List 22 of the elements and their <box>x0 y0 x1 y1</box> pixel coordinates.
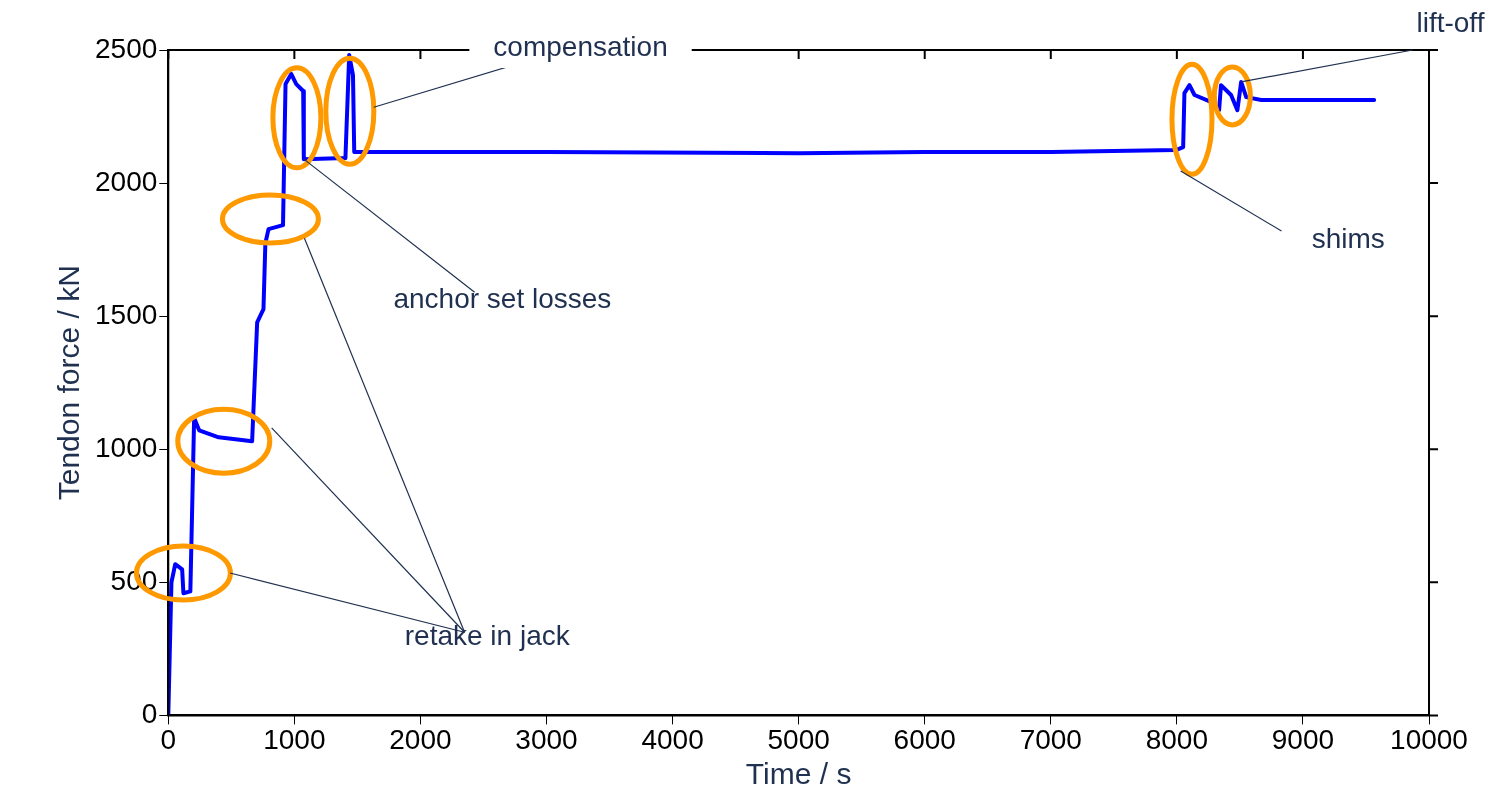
x-tick-label: 5000 <box>767 723 830 755</box>
annotation: anchor set losses <box>393 282 612 314</box>
annotation: lift-off <box>1416 7 1485 39</box>
y-tick-label: 2000 <box>94 165 158 197</box>
y-tick-label: 0 <box>141 698 158 730</box>
annotation: retake in jack <box>404 619 571 651</box>
y-tick-label: 1500 <box>94 298 158 330</box>
x-tick-label: 10000 <box>1390 723 1468 755</box>
y-axis-title: Tendon force / kN <box>52 265 86 501</box>
x-tick-label: 6000 <box>893 723 956 755</box>
x-tick-label: 9000 <box>1271 723 1335 755</box>
annotation: compensation <box>493 30 668 62</box>
x-tick-label: 8000 <box>1145 723 1209 755</box>
x-tick-label: 4000 <box>641 723 704 755</box>
x-tick-label: 1000 <box>263 723 326 755</box>
annotation: shims <box>1311 223 1385 255</box>
y-tick-label: 1000 <box>94 431 158 463</box>
x-tick-label: 3000 <box>515 723 578 755</box>
x-tick-label: 7000 <box>1019 723 1082 755</box>
x-axis-title: Time / s <box>745 757 852 791</box>
x-tick-label: 2000 <box>389 723 452 755</box>
y-tick-label: 2500 <box>94 32 158 64</box>
